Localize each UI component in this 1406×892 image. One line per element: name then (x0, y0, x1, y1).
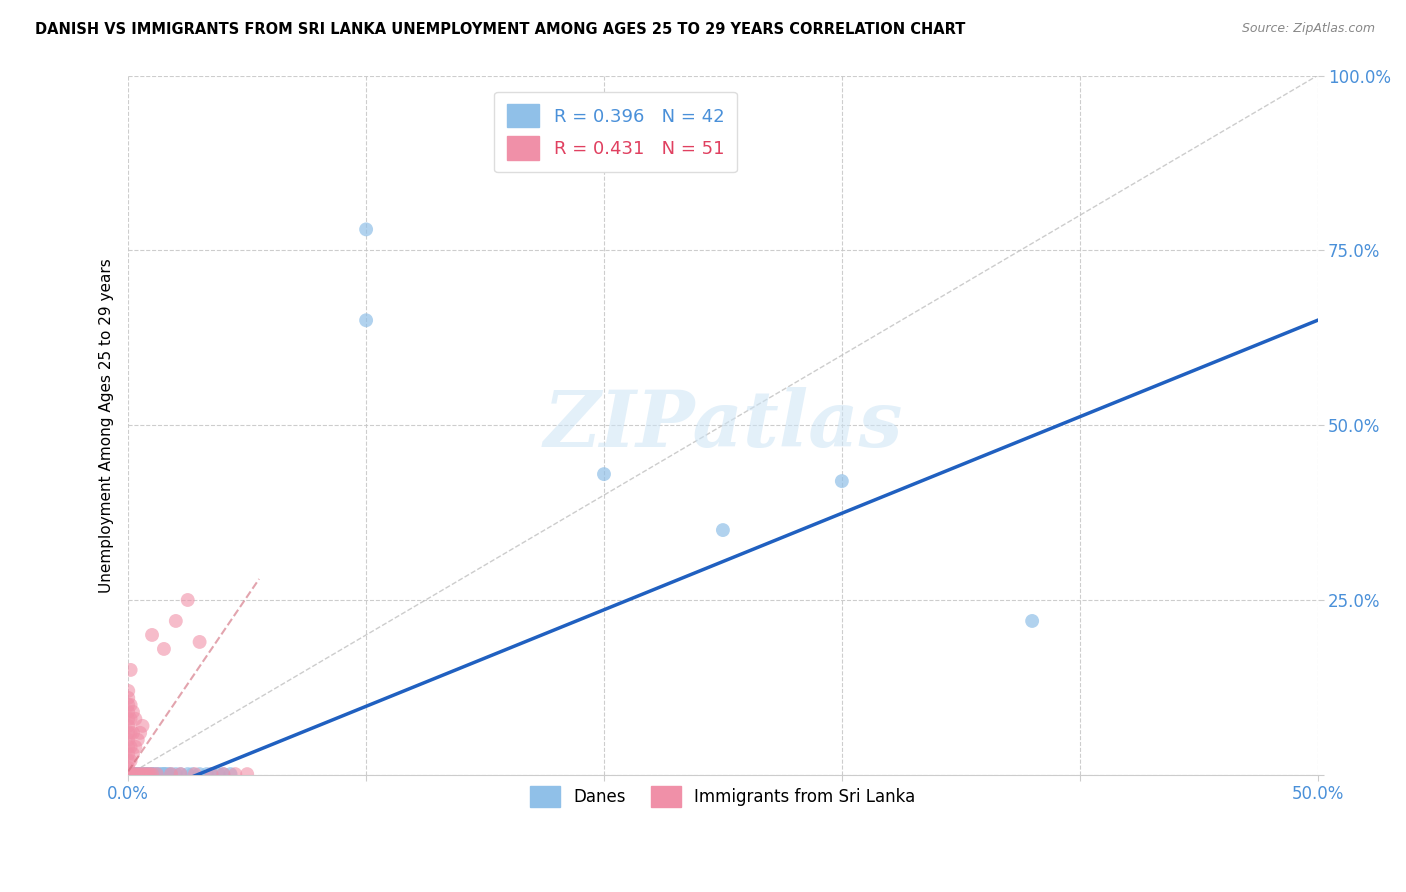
Point (127, 767, 149, 781)
Point (188, 635, 211, 649)
Point (127, 732, 149, 747)
Point (212, 767, 235, 781)
Point (219, 767, 242, 781)
Point (120, 712, 142, 726)
Point (131, 719, 153, 733)
Point (117, 698, 139, 712)
Point (117, 726, 139, 740)
Point (129, 767, 152, 781)
Point (124, 712, 146, 726)
Text: Source: ZipAtlas.com: Source: ZipAtlas.com (1241, 22, 1375, 36)
Point (117, 754, 139, 768)
Text: ZIPatlas: ZIPatlas (543, 387, 903, 464)
Point (120, 663, 142, 677)
Point (117, 719, 139, 733)
Point (122, 767, 145, 781)
Point (117, 768, 139, 782)
Point (177, 767, 200, 781)
Point (117, 705, 139, 719)
Point (129, 767, 152, 781)
Point (124, 767, 146, 781)
Point (120, 726, 142, 740)
Point (117, 732, 139, 747)
Point (169, 767, 191, 781)
Point (169, 767, 191, 781)
Point (138, 767, 160, 781)
Point (117, 712, 139, 726)
Point (117, 747, 139, 761)
Point (117, 739, 139, 754)
Point (200, 767, 222, 781)
Point (153, 642, 176, 657)
Point (165, 767, 187, 781)
Point (136, 767, 159, 781)
Point (124, 739, 146, 754)
Point (165, 614, 187, 628)
Point (141, 628, 163, 642)
Point (120, 739, 142, 754)
Point (212, 767, 235, 781)
Point (141, 767, 163, 781)
Point (129, 767, 152, 781)
Point (160, 767, 183, 781)
Point (711, 523, 734, 537)
Point (122, 726, 145, 740)
Point (122, 767, 145, 781)
Point (134, 767, 156, 781)
Point (136, 767, 159, 781)
Point (122, 747, 145, 761)
Point (127, 767, 149, 781)
Point (593, 467, 616, 482)
Point (120, 754, 142, 768)
Point (120, 767, 142, 781)
Point (181, 767, 204, 781)
Point (224, 767, 246, 781)
Point (120, 767, 142, 781)
Point (141, 767, 163, 781)
Point (117, 684, 139, 698)
Point (131, 767, 153, 781)
Point (124, 767, 146, 781)
Point (141, 767, 163, 781)
Point (155, 767, 177, 781)
Legend: Danes, Immigrants from Sri Lanka: Danes, Immigrants from Sri Lanka (522, 777, 924, 815)
Point (122, 705, 145, 719)
Point (146, 767, 169, 781)
Point (127, 767, 149, 781)
Point (188, 767, 211, 781)
Point (150, 767, 173, 781)
Point (1021, 614, 1043, 628)
Point (153, 767, 176, 781)
Point (200, 767, 222, 781)
Point (153, 767, 176, 781)
Point (117, 767, 139, 781)
Y-axis label: Unemployment Among Ages 25 to 29 years: Unemployment Among Ages 25 to 29 years (100, 258, 114, 592)
Point (134, 767, 156, 781)
Point (831, 474, 853, 488)
Point (354, 313, 377, 327)
Point (120, 698, 142, 712)
Point (148, 767, 170, 781)
Point (208, 767, 231, 781)
Point (117, 690, 139, 705)
Point (138, 767, 160, 781)
Point (136, 767, 159, 781)
Point (177, 593, 200, 607)
Point (143, 767, 166, 781)
Point (129, 726, 152, 740)
Point (131, 767, 153, 781)
Point (184, 767, 207, 781)
Point (134, 767, 156, 781)
Point (160, 767, 183, 781)
Point (124, 767, 146, 781)
Point (195, 767, 218, 781)
Point (157, 767, 180, 781)
Point (117, 768, 139, 782)
Point (146, 767, 169, 781)
Text: DANISH VS IMMIGRANTS FROM SRI LANKA UNEMPLOYMENT AMONG AGES 25 TO 29 YEARS CORRE: DANISH VS IMMIGRANTS FROM SRI LANKA UNEM… (35, 22, 966, 37)
Point (236, 767, 259, 781)
Point (117, 761, 139, 775)
Point (354, 222, 377, 236)
